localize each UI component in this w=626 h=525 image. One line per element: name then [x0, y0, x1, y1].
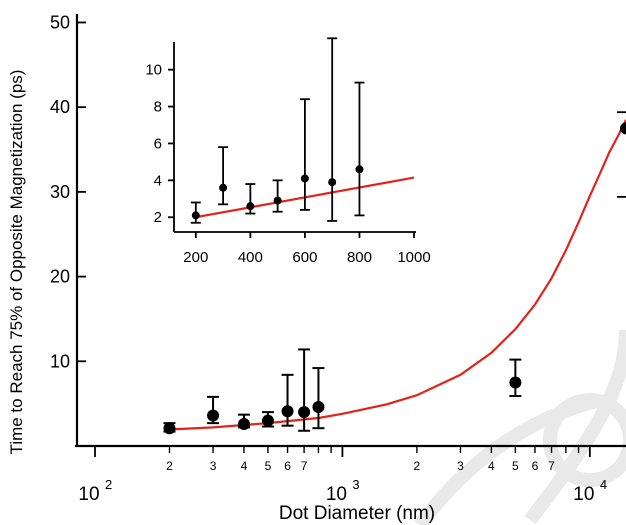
main-x-major-tick-exponent: 3 [352, 477, 359, 492]
inset-y-tick-label: 6 [154, 135, 162, 152]
main-y-tick-label: 10 [50, 351, 70, 371]
main-x-minor-tick-label: 7 [548, 459, 555, 473]
inset-data-point [191, 211, 200, 220]
main-x-minor-tick-label: 3 [210, 459, 217, 473]
inset-data-point [328, 178, 337, 187]
main-x-major-tick-exponent: 4 [600, 477, 607, 492]
main-data-point [312, 401, 325, 414]
main-fit-curve [169, 119, 626, 431]
main-data-point [509, 376, 522, 389]
inset-data-point [355, 165, 364, 174]
main-y-tick-label: 30 [50, 182, 70, 202]
inset-y-tick-label: 10 [145, 62, 162, 79]
inset-data-point [219, 183, 228, 192]
inset-y-tick-label: 4 [154, 172, 162, 189]
main-data-point [261, 414, 274, 427]
inset-data-point [273, 196, 282, 205]
main-y-tick-label: 50 [50, 12, 70, 32]
inset-x-tick-label: 200 [183, 249, 208, 266]
inset-y-tick-label: 8 [154, 99, 162, 116]
main-x-minor-tick-label: 2 [166, 459, 173, 473]
main-x-major-tick-label: 10 [326, 484, 347, 505]
main-x-minor-tick-label: 4 [488, 459, 495, 473]
inset-x-ticks: 200 400 600 800 1000 [183, 232, 431, 266]
main-x-minor-tick-label: 5 [265, 459, 272, 473]
main-y-tick-label: 40 [50, 97, 70, 117]
watermark [414, 329, 626, 525]
inset-y-tick-label: 2 [154, 209, 162, 226]
inset-data-point [246, 202, 255, 211]
main-y-ticks: 10 20 30 40 50 [50, 12, 626, 371]
inset-y-ticks: 2 4 6 8 10 [145, 62, 174, 226]
inset-data-points [190, 37, 365, 224]
main-x-minor-tick-label: 4 [241, 459, 248, 473]
main-data-points [163, 122, 626, 435]
main-x-major-tick-label: 10 [78, 484, 99, 505]
inset-x-tick-label: 1000 [397, 249, 430, 266]
inset-x-tick-label: 600 [292, 249, 317, 266]
main-x-minor-tick-label: 6 [532, 459, 539, 473]
inset-data-point [300, 174, 309, 183]
main-x-major-tick-label: 10 [573, 484, 594, 505]
main-plot-axes [75, 14, 626, 448]
main-x-major-tick-exponent: 2 [105, 477, 112, 492]
main-x-axis-label: Dot Diameter (nm) [279, 503, 435, 524]
main-fit-line [169, 119, 626, 431]
main-x-minor-tick-label: 6 [284, 459, 291, 473]
main-x-minor-tick-label: 7 [301, 459, 308, 473]
main-x-ticks: 10 2 10 3 10 42 3 4 5 6 7 2 3 4 5 6 7 [78, 446, 607, 505]
main-y-axis-label: Time to Reach 75% of Opposite Magnetizat… [7, 70, 26, 455]
main-data-point [298, 406, 311, 419]
main-x-minor-tick-label: 2 [414, 459, 421, 473]
main-data-point [237, 417, 250, 430]
inset-x-tick-label: 800 [347, 249, 372, 266]
main-x-minor-tick-label: 3 [457, 459, 464, 473]
inset-x-tick-label: 400 [238, 249, 263, 266]
main-y-tick-label: 20 [50, 267, 70, 287]
main-data-point [163, 422, 176, 435]
main-data-point [281, 405, 294, 418]
main-data-point [620, 122, 626, 135]
main-x-minor-tick-label: 5 [512, 459, 519, 473]
inset-plot-axes [173, 42, 416, 233]
main-data-point [207, 409, 220, 422]
